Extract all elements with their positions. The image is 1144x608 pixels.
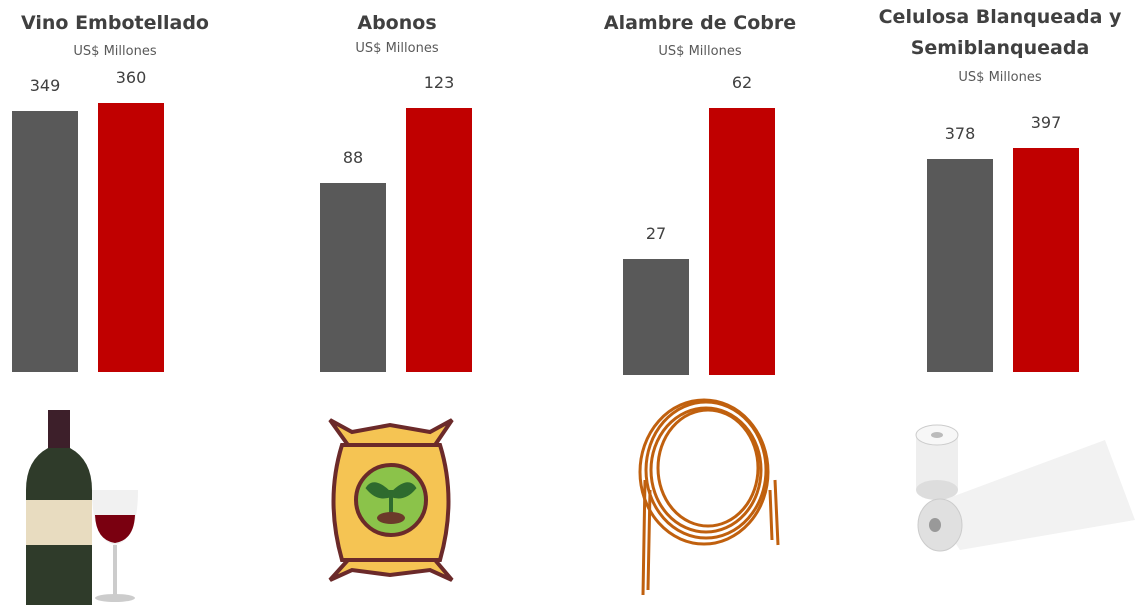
chart-subtitle: US$ Millones: [658, 44, 742, 59]
bar: [12, 111, 78, 372]
fertilizer-icon: [328, 418, 454, 582]
chart-title: Celulosa Blanqueada y Semiblanqueada: [878, 6, 1122, 59]
bar: [927, 158, 993, 372]
chart-title: Alambre de Cobre: [603, 12, 797, 34]
chart-title: Vino Embotellado: [21, 12, 209, 34]
copper-wire-icon: [638, 398, 780, 596]
value-label: 27: [645, 223, 667, 243]
bar: [623, 258, 689, 375]
bar: [98, 103, 164, 372]
bar: [709, 108, 775, 375]
value-label: 360: [115, 68, 147, 87]
bar: [320, 183, 386, 372]
value-label: 349: [29, 76, 61, 96]
chart-title: Abonos: [357, 12, 437, 34]
chart-subtitle: US$ Millones: [958, 70, 1042, 85]
value-label: 123: [423, 73, 455, 92]
value-label: 378: [944, 123, 976, 143]
value-label: 88: [342, 148, 364, 168]
paper-roll-icon: [915, 424, 1135, 552]
chart-subtitle: US$ Millones: [73, 44, 157, 59]
bar: [1013, 148, 1079, 372]
bar: [406, 108, 472, 372]
value-label: 397: [1030, 113, 1062, 132]
chart-subtitle: US$ Millones: [355, 41, 439, 56]
value-label: 62: [731, 73, 753, 92]
wine-icon: [26, 410, 138, 605]
